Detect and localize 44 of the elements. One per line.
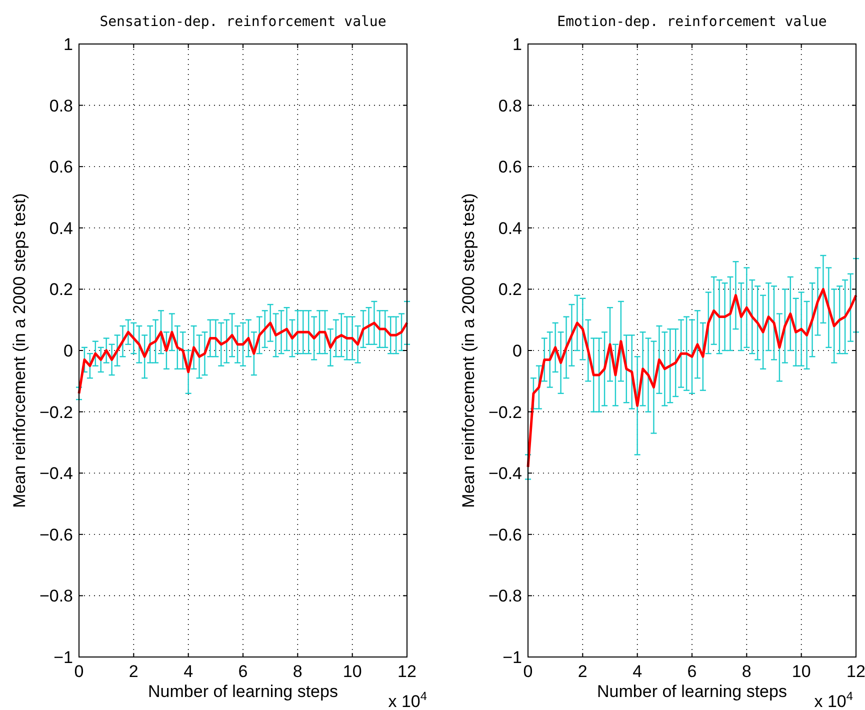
y-tick-label: 0.6 xyxy=(498,158,522,177)
x-tick-label: 6 xyxy=(238,662,248,681)
y-tick-label: −0.6 xyxy=(488,525,522,544)
x-tick-label: 2 xyxy=(578,662,588,681)
y-tick-label: 0.4 xyxy=(49,218,73,238)
y-tick-label: 1 xyxy=(64,35,73,54)
y-axis-title: Mean reinforcement (in a 2000 steps test) xyxy=(10,193,29,508)
y-tick-label: 0.8 xyxy=(498,96,522,116)
x-tick-label: 4 xyxy=(184,662,194,681)
text: x 10$^{4}$ xyxy=(388,689,428,710)
y-tick-label: −1 xyxy=(54,648,73,667)
chart-title: Sensation-dep. reinforcement value xyxy=(100,14,386,30)
y-tick-label: −0.8 xyxy=(488,586,522,606)
y-tick-label: −0.6 xyxy=(39,525,73,544)
x-axis-title: Number of learning steps xyxy=(148,682,338,701)
x-tick-label: 10 xyxy=(342,662,362,681)
y-tick-label: −1 xyxy=(502,648,522,667)
y-tick-label: 0.2 xyxy=(49,280,73,300)
y-tick-label: −0.8 xyxy=(39,586,73,606)
x-tick-label: 6 xyxy=(687,662,697,681)
x-tick-label: 2 xyxy=(128,662,138,681)
x-tick-label: 12 xyxy=(846,662,865,681)
y-tick-label: 0.6 xyxy=(49,158,73,177)
x-tick-label: 8 xyxy=(292,662,302,681)
y-tick-label: 0 xyxy=(64,342,73,360)
y-tick-label: 0.2 xyxy=(498,280,522,300)
y-tick-label: −0.2 xyxy=(488,402,522,422)
x-tick-label: 12 xyxy=(398,662,416,681)
line-series xyxy=(78,322,408,395)
y-axis-title: Mean reinforcement (in a 2000 steps test) xyxy=(459,193,478,508)
y-tick-label: −0.4 xyxy=(488,464,522,484)
line-series xyxy=(526,288,858,468)
y-tick-label: −0.2 xyxy=(39,402,73,422)
y-tick-label: 0.4 xyxy=(498,218,522,238)
y-tick-label: 1 xyxy=(512,35,522,54)
x-tick-label: 8 xyxy=(742,662,752,681)
x-axis-title: Number of learning steps xyxy=(597,682,787,701)
y-tick-label: 0 xyxy=(512,342,522,360)
text: x 10$^{4}$ xyxy=(814,689,854,710)
y-tick-label: 0.8 xyxy=(49,96,73,116)
x-tick-label: 4 xyxy=(632,662,642,681)
y-tick-label: −0.4 xyxy=(39,464,73,484)
x-tick-label: 10 xyxy=(792,662,811,681)
chart-title: Emotion-dep. reinforcement value xyxy=(557,14,827,30)
